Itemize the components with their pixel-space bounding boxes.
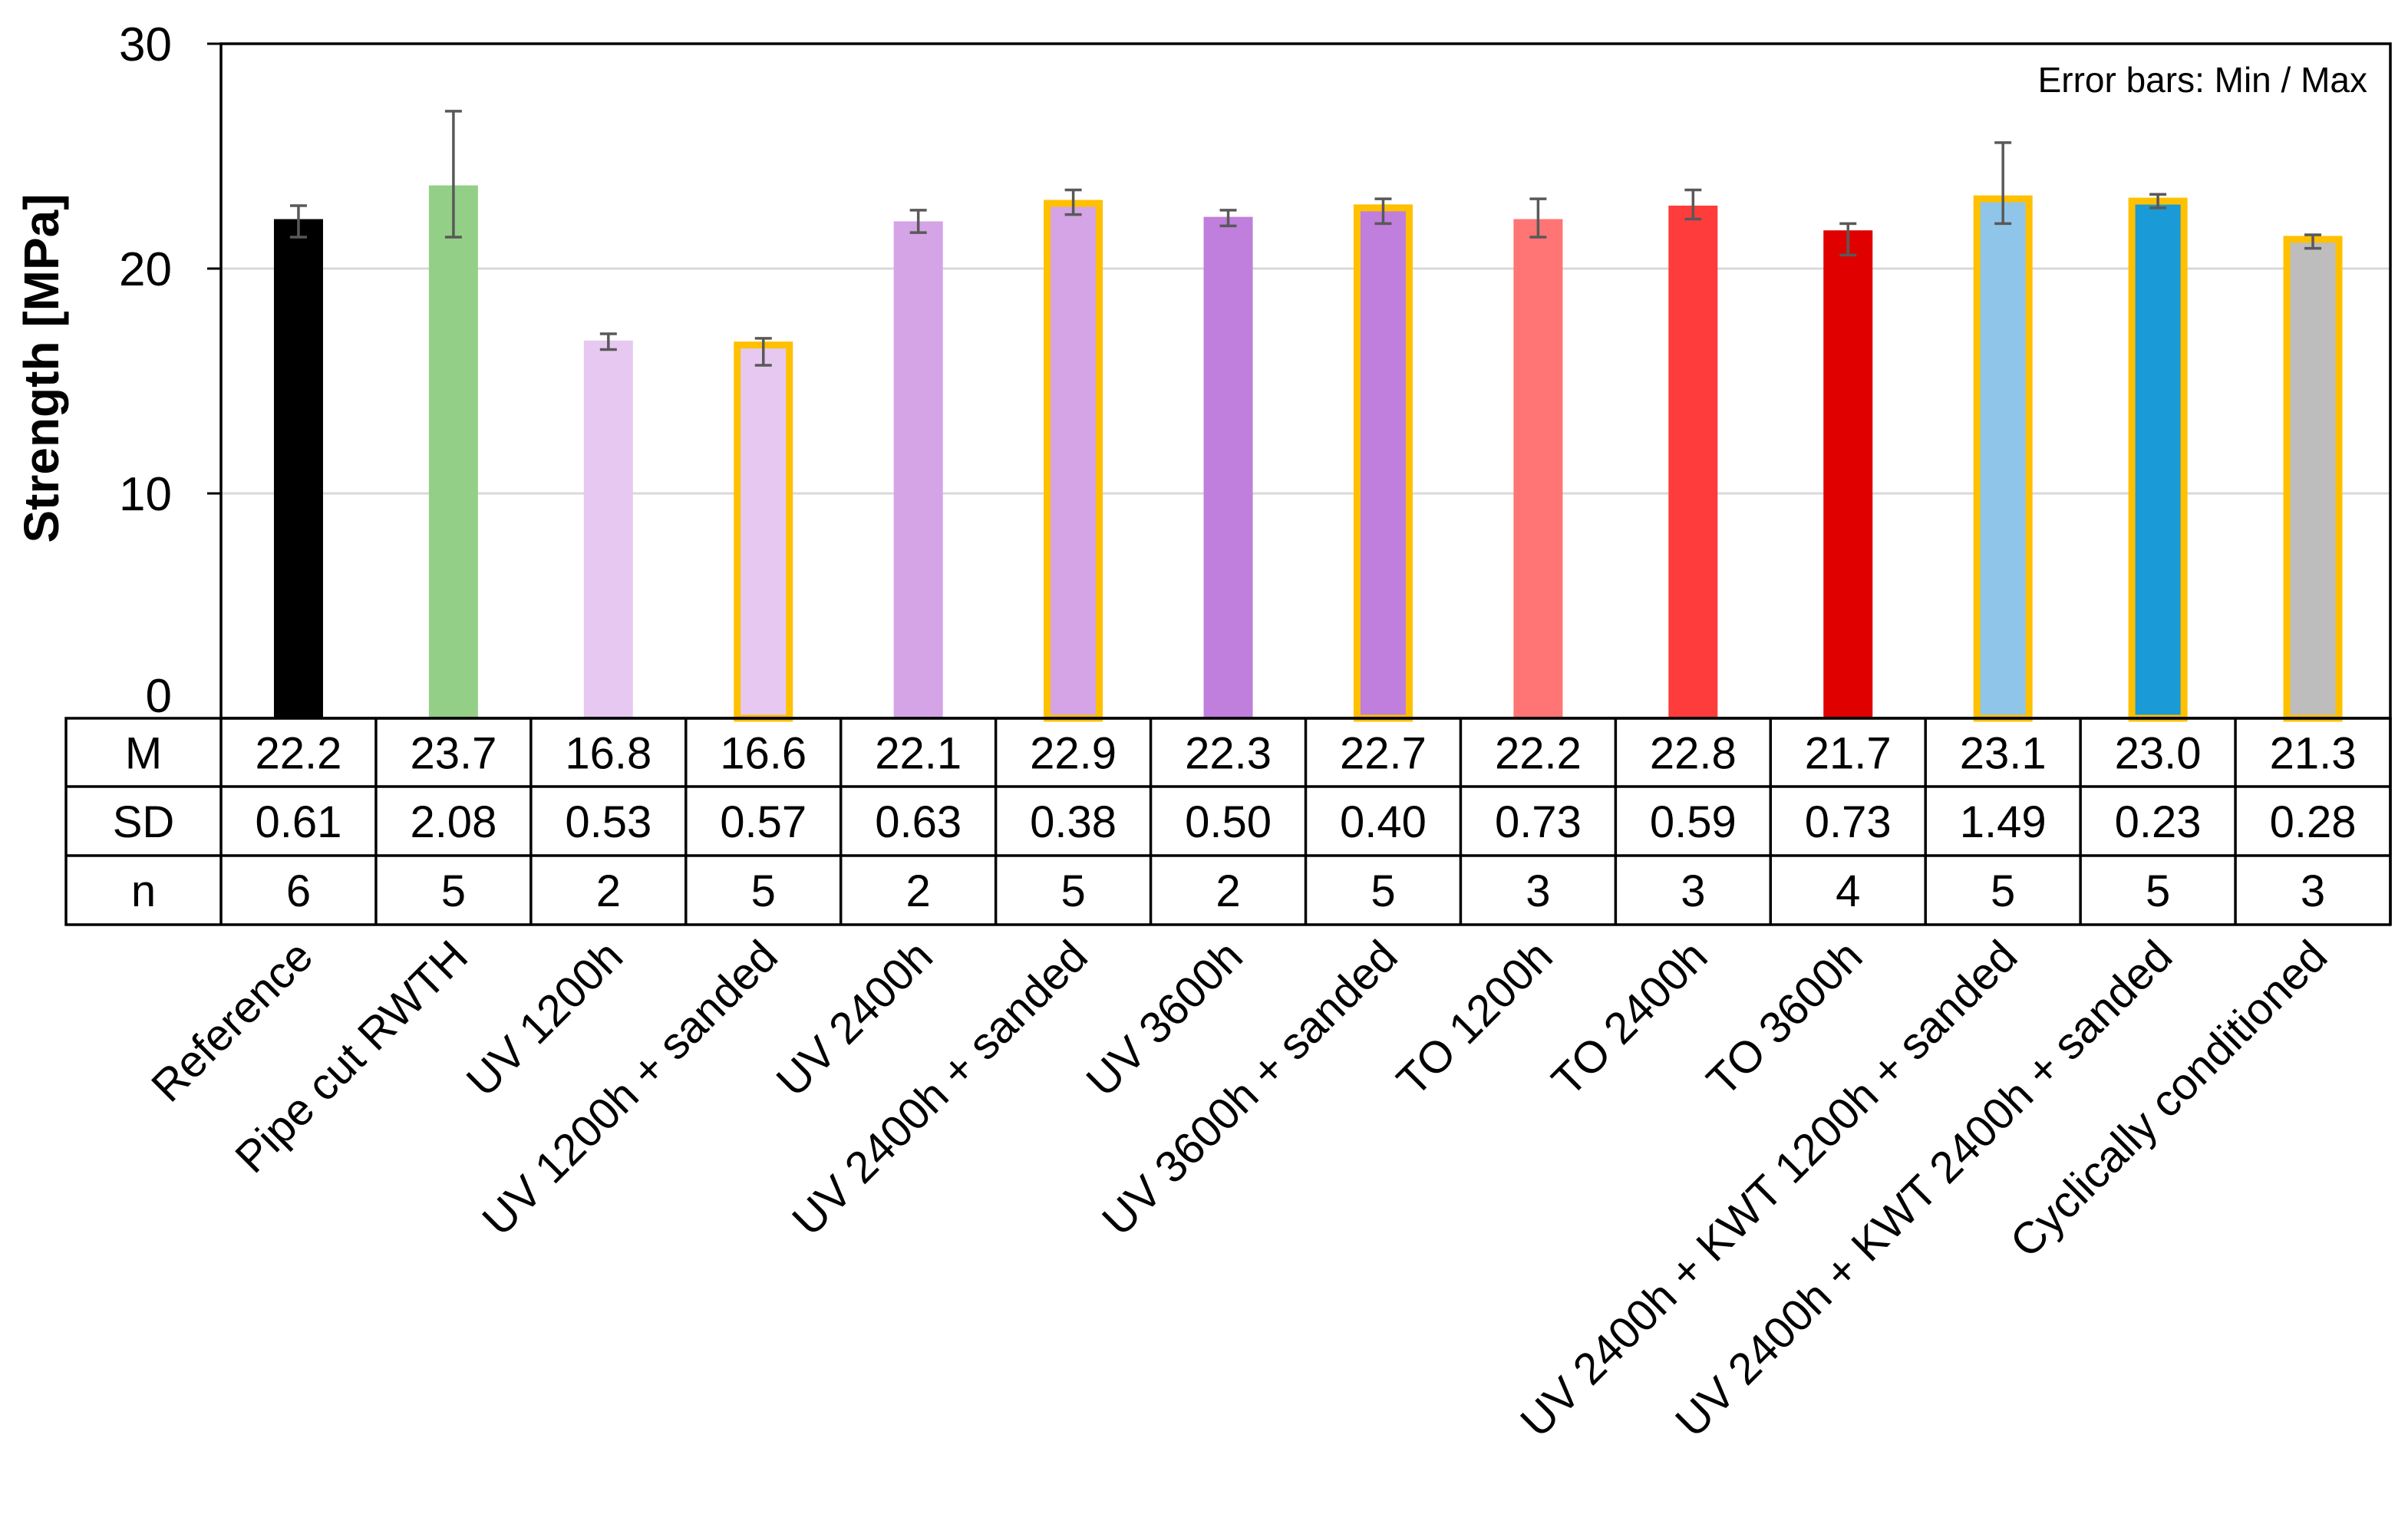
table-cell-SD: 0.28 <box>2270 797 2357 847</box>
table-cell-SD: 0.40 <box>1340 797 1427 847</box>
table-cell-M: 16.6 <box>720 729 807 779</box>
table-cell-n: 5 <box>751 866 776 916</box>
table-cell-n: 5 <box>1371 866 1395 916</box>
table-cell-M: 23.7 <box>410 729 496 779</box>
table-cell-n: 5 <box>1061 866 1085 916</box>
bars <box>273 185 2343 722</box>
table-cell-n: 5 <box>2146 866 2170 916</box>
table-cell-M: 22.1 <box>875 729 962 779</box>
table-row-label: n <box>131 866 156 916</box>
bar <box>2128 197 2188 722</box>
gridlines <box>221 267 2390 495</box>
bar <box>734 341 793 722</box>
table-cell-SD: 0.50 <box>1185 797 1272 847</box>
table-cell-n: 4 <box>1836 866 1860 916</box>
table-cell-SD: 0.63 <box>875 797 962 847</box>
table-cell-M: 22.7 <box>1340 729 1427 779</box>
y-axis-title: Strength [MPa] <box>14 193 69 543</box>
bar <box>2283 236 2343 722</box>
table-cell-SD: 0.73 <box>1495 797 1582 847</box>
table-cell-SD: 1.49 <box>1960 797 2047 847</box>
table-cell-n: 5 <box>1991 866 2015 916</box>
table-cell-SD: 0.61 <box>256 797 342 847</box>
table-cell-M: 21.3 <box>2270 729 2357 779</box>
bar <box>273 219 323 718</box>
y-tick-label: 20 <box>119 243 172 296</box>
y-tick-label: 0 <box>146 670 172 723</box>
bar <box>1973 195 2033 722</box>
x-category-label: UV 1200h + sanded <box>473 931 787 1245</box>
table-cell-M: 22.2 <box>256 729 342 779</box>
table-cell-M: 16.8 <box>565 729 651 779</box>
table-cell-SD: 0.73 <box>1805 797 1892 847</box>
x-category-label: UV 3600h + sanded <box>1093 931 1407 1245</box>
table-cell-n: 5 <box>441 866 466 916</box>
plot-frame <box>219 42 2392 720</box>
table-cell-SD: 0.59 <box>1650 797 1737 847</box>
table-row-label: SD <box>113 797 175 847</box>
y-tick-label: 30 <box>119 18 172 71</box>
x-category-label: Cyclically conditioned <box>2001 931 2337 1267</box>
bar <box>1823 230 1873 718</box>
table-cell-SD: 0.23 <box>2115 797 2202 847</box>
error-bars <box>289 110 2322 367</box>
table-cell-n: 6 <box>286 866 311 916</box>
table-cell-M: 22.8 <box>1650 729 1737 779</box>
error-bars-note: Error bars: Min / Max <box>2038 60 2367 100</box>
table-row-label: M <box>125 729 162 779</box>
table-cell-n: 3 <box>1526 866 1550 916</box>
table-cell-M: 23.1 <box>1960 729 2047 779</box>
x-category-label: TO 1200h <box>1387 931 1562 1106</box>
bar <box>428 185 478 719</box>
bar <box>893 221 943 719</box>
table-cell-SD: 2.08 <box>410 797 496 847</box>
table-cell-n: 2 <box>906 866 931 916</box>
table-cell-SD: 0.57 <box>720 797 807 847</box>
table-cell-SD: 0.38 <box>1030 797 1117 847</box>
x-category-label: UV 2400h + sanded <box>783 931 1097 1245</box>
bar <box>1203 216 1253 718</box>
bar <box>583 340 633 718</box>
table-cell-n: 3 <box>2301 866 2325 916</box>
bar <box>1353 204 1413 722</box>
table-cell-SD: 0.53 <box>565 797 651 847</box>
bar <box>1668 205 1718 719</box>
table-cell-n: 3 <box>1681 866 1705 916</box>
table-cell-M: 22.2 <box>1495 729 1582 779</box>
table-cell-n: 2 <box>596 866 621 916</box>
y-tick-label: 10 <box>119 468 172 521</box>
table-cell-n: 2 <box>1216 866 1240 916</box>
table-cell-M: 23.0 <box>2115 729 2202 779</box>
stats-table: M 22.2 23.7 16.8 16.6 22.1 22.9 22.3 22.7 22.2 22.… <box>64 717 2392 926</box>
table-cell-M: 21.7 <box>1805 729 1892 779</box>
table-cell-M: 22.3 <box>1185 729 1272 779</box>
table-cell-M: 22.9 <box>1030 729 1117 779</box>
bar <box>1513 219 1563 718</box>
x-category-label: TO 2400h <box>1542 931 1717 1106</box>
bar <box>1044 200 1103 722</box>
